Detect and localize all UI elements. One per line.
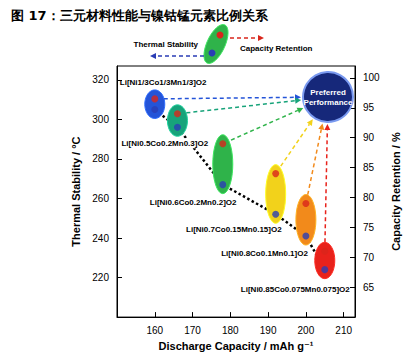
svg-text:180: 180	[222, 325, 239, 336]
svg-text:200: 200	[298, 325, 315, 336]
svg-text:Li[Ni0.6Co0.2Mn0.2]O2: Li[Ni0.6Co0.2Mn0.2]O2	[150, 198, 237, 207]
svg-text:170: 170	[184, 325, 201, 336]
svg-text:220: 220	[92, 272, 109, 283]
svg-text:Performance: Performance	[304, 98, 353, 107]
svg-text:280: 280	[92, 153, 109, 164]
svg-text:160: 160	[146, 325, 163, 336]
svg-text:70: 70	[363, 252, 375, 263]
svg-text:75: 75	[363, 222, 375, 233]
svg-text:95: 95	[363, 102, 375, 113]
svg-text:210: 210	[335, 325, 352, 336]
svg-text:260: 260	[92, 193, 109, 204]
svg-text:图 17：三元材料性能与镍钴锰元素比例关系: 图 17：三元材料性能与镍钴锰元素比例关系	[11, 8, 269, 23]
svg-text:Li[Ni0.5Co0.2Mn0.3]O2: Li[Ni0.5Co0.2Mn0.3]O2	[121, 139, 208, 148]
svg-text:Li[Ni0.8Co0.1Mn0.1]O2: Li[Ni0.8Co0.1Mn0.1]O2	[221, 249, 308, 258]
svg-text:Thermal Stability / °C: Thermal Stability / °C	[70, 136, 82, 246]
svg-text:Li[Ni0.85Co0.075Mn0.075]O2: Li[Ni0.85Co0.075Mn0.075]O2	[241, 285, 350, 294]
svg-text:Li[Ni0.7Co0.15Mn0.15]O2: Li[Ni0.7Co0.15Mn0.15]O2	[186, 225, 282, 234]
svg-text:85: 85	[363, 162, 375, 173]
svg-text:320: 320	[92, 74, 109, 85]
svg-text:90: 90	[363, 132, 375, 143]
svg-text:240: 240	[92, 233, 109, 244]
svg-text:Preferred: Preferred	[310, 88, 346, 97]
svg-text:300: 300	[92, 114, 109, 125]
svg-text:Capacity Retention: Capacity Retention	[240, 44, 313, 53]
svg-text:65: 65	[363, 282, 375, 293]
svg-text:80: 80	[363, 192, 375, 203]
svg-text:Discharge Capacity / mAh g⁻¹: Discharge Capacity / mAh g⁻¹	[159, 340, 314, 352]
svg-text:Thermal Stability: Thermal Stability	[134, 40, 199, 49]
svg-text:Li[Ni1/3Co1/3Mn1/3]O2: Li[Ni1/3Co1/3Mn1/3]O2	[120, 78, 207, 87]
svg-text:100: 100	[363, 72, 380, 83]
svg-text:Capacity Retention / %: Capacity Retention / %	[390, 132, 402, 251]
svg-text:190: 190	[260, 325, 277, 336]
